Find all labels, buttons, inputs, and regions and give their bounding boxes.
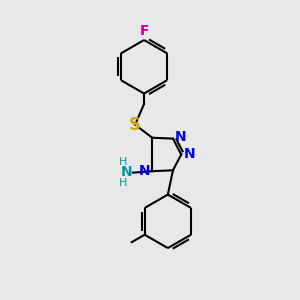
Text: N: N: [139, 164, 151, 178]
Text: N: N: [121, 165, 132, 179]
Text: N: N: [175, 130, 187, 144]
Text: S: S: [129, 116, 141, 134]
Text: H: H: [119, 157, 128, 167]
Text: H: H: [119, 178, 128, 188]
Text: N: N: [183, 148, 195, 161]
Text: F: F: [139, 24, 149, 38]
